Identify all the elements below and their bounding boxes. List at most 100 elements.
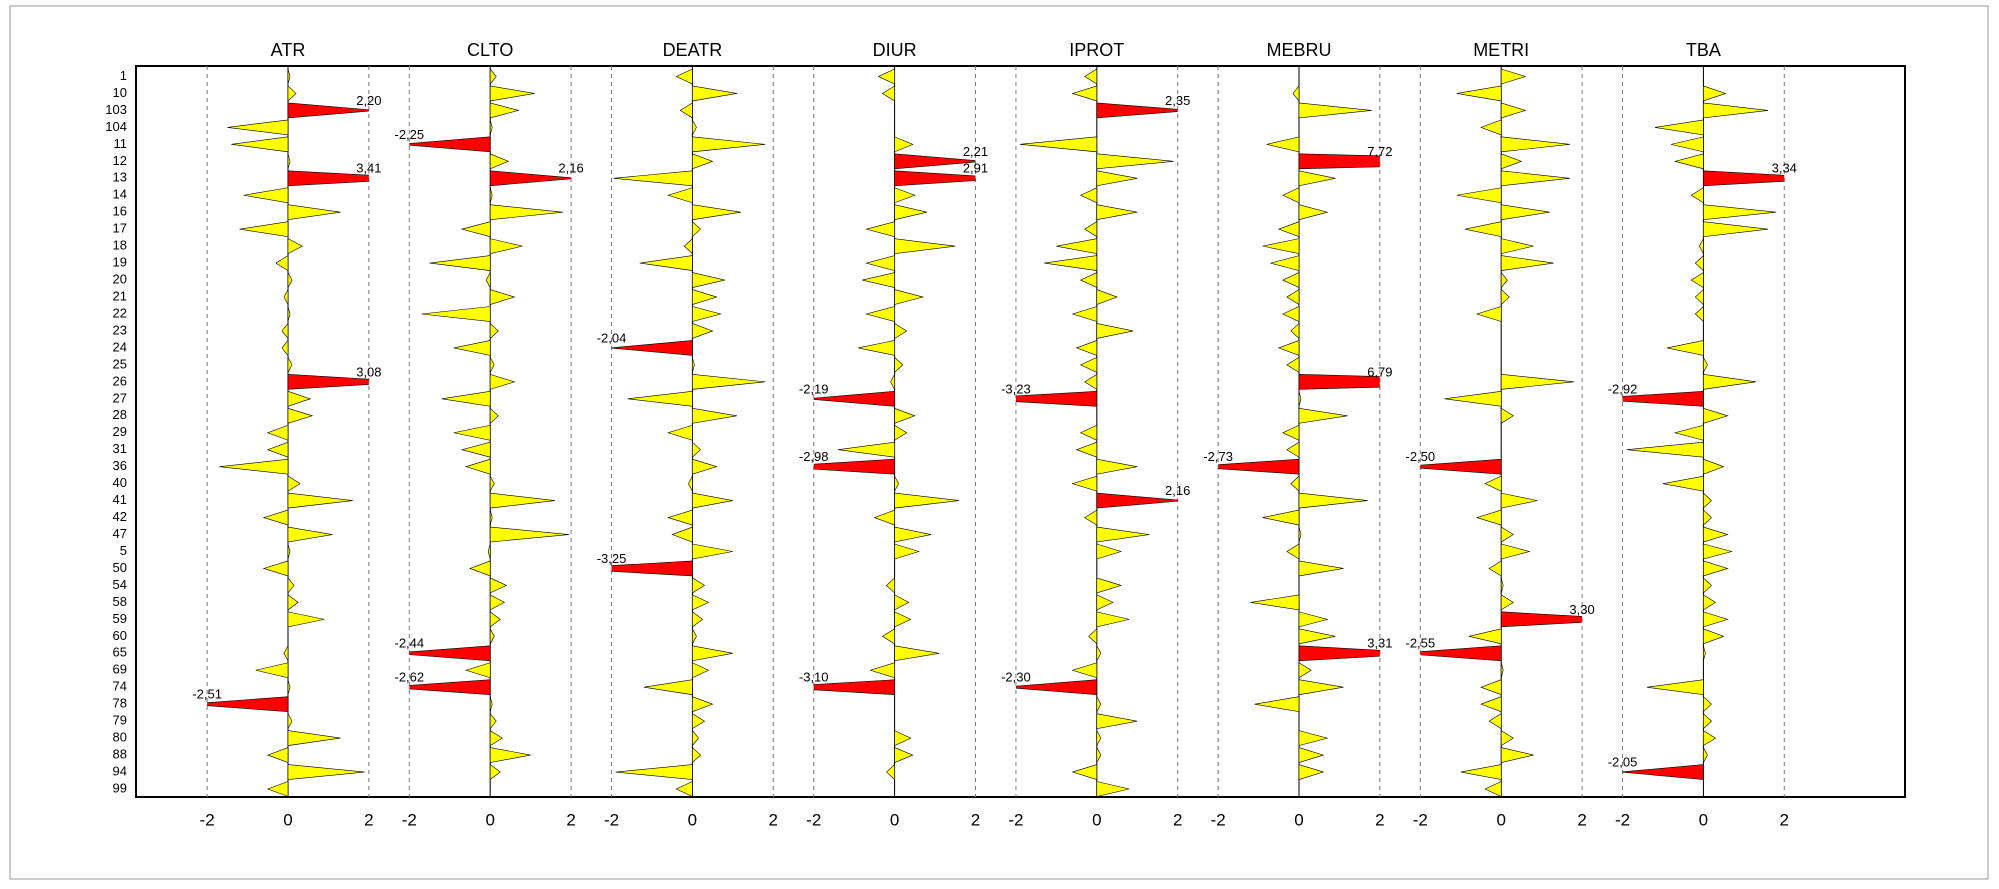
spike bbox=[1298, 407, 1348, 424]
spike bbox=[283, 289, 289, 305]
spike bbox=[1298, 730, 1329, 746]
spike bbox=[1500, 543, 1531, 560]
spike bbox=[1484, 475, 1502, 492]
spike bbox=[1096, 730, 1102, 746]
spike bbox=[1292, 85, 1300, 102]
spike bbox=[1500, 407, 1514, 424]
spike bbox=[1096, 713, 1138, 730]
spike bbox=[894, 136, 914, 153]
category-label: 29 bbox=[113, 424, 127, 439]
spike bbox=[287, 85, 297, 102]
spike bbox=[1290, 475, 1300, 492]
spike bbox=[675, 781, 693, 797]
spike bbox=[1096, 323, 1134, 339]
value-label: 3,34 bbox=[1772, 161, 1797, 176]
spike bbox=[1488, 713, 1502, 730]
spike bbox=[1420, 458, 1502, 475]
spike bbox=[1298, 747, 1325, 763]
spike bbox=[1096, 492, 1178, 509]
category-label: 36 bbox=[113, 458, 127, 473]
category-label: 104 bbox=[105, 119, 127, 134]
spike bbox=[667, 424, 693, 441]
spike bbox=[281, 322, 289, 340]
spike bbox=[1282, 272, 1300, 289]
frame bbox=[9, 5, 1989, 880]
spike bbox=[1298, 611, 1329, 628]
spike bbox=[679, 102, 693, 119]
spike bbox=[1286, 543, 1300, 560]
spike bbox=[1500, 204, 1550, 221]
spike bbox=[1500, 577, 1504, 594]
spike bbox=[489, 85, 535, 102]
spike bbox=[489, 238, 523, 255]
spike bbox=[894, 526, 932, 543]
spike bbox=[1096, 611, 1130, 628]
spike bbox=[287, 170, 369, 187]
spike bbox=[287, 543, 291, 560]
value-label: -2,98 bbox=[799, 449, 829, 464]
value-label: -2,55 bbox=[1405, 636, 1435, 651]
spike bbox=[1626, 441, 1704, 458]
spike bbox=[1096, 645, 1102, 661]
value-label: 2,35 bbox=[1165, 93, 1190, 108]
value-label: -2,05 bbox=[1608, 754, 1638, 769]
spike bbox=[287, 153, 291, 169]
spike bbox=[1096, 153, 1174, 170]
spike bbox=[489, 187, 493, 203]
spike bbox=[489, 594, 505, 611]
spike bbox=[489, 119, 493, 135]
spike bbox=[1420, 645, 1502, 662]
spike bbox=[275, 255, 289, 272]
panel-title: TBA bbox=[1686, 40, 1721, 60]
spike bbox=[1096, 781, 1130, 797]
spike bbox=[409, 679, 491, 696]
category-label: 59 bbox=[113, 611, 127, 626]
spike bbox=[1298, 492, 1368, 509]
spike bbox=[1298, 391, 1302, 407]
value-label: 3,31 bbox=[1367, 636, 1392, 651]
spike bbox=[1460, 764, 1502, 780]
x-tick-label: 2 bbox=[1577, 810, 1586, 829]
spike bbox=[489, 696, 493, 712]
spike bbox=[489, 628, 495, 644]
x-tick-label: 0 bbox=[688, 810, 697, 829]
spike bbox=[287, 238, 303, 255]
spike bbox=[489, 476, 495, 492]
spike bbox=[692, 204, 741, 221]
spike bbox=[1096, 594, 1114, 611]
spike bbox=[1500, 288, 1510, 306]
spike bbox=[1500, 611, 1583, 628]
spike bbox=[287, 272, 293, 288]
spike bbox=[1500, 68, 1527, 85]
spike bbox=[1480, 119, 1502, 136]
spike bbox=[1298, 153, 1380, 170]
spike bbox=[243, 187, 289, 204]
spike bbox=[287, 475, 301, 492]
spike bbox=[858, 340, 895, 356]
category-label: 20 bbox=[113, 272, 127, 287]
spike bbox=[464, 662, 491, 679]
spike bbox=[1015, 391, 1098, 407]
spike bbox=[1079, 356, 1098, 373]
spike bbox=[489, 577, 508, 594]
spike bbox=[1044, 255, 1098, 271]
spike bbox=[1096, 577, 1123, 594]
spike bbox=[894, 170, 976, 187]
category-label: 23 bbox=[113, 322, 127, 337]
spike bbox=[886, 763, 895, 781]
spike bbox=[1646, 679, 1704, 696]
spike bbox=[1286, 288, 1300, 306]
category-label: 1 bbox=[120, 68, 127, 83]
category-label: 18 bbox=[113, 238, 127, 253]
x-tick-label: 2 bbox=[1173, 810, 1182, 829]
spike bbox=[1670, 136, 1704, 153]
spike bbox=[1468, 628, 1502, 645]
spike bbox=[692, 289, 718, 305]
spike bbox=[409, 645, 491, 662]
spike bbox=[1298, 662, 1312, 679]
category-label: 24 bbox=[113, 339, 127, 354]
spike bbox=[1015, 679, 1098, 696]
category-label: 103 bbox=[105, 102, 127, 117]
